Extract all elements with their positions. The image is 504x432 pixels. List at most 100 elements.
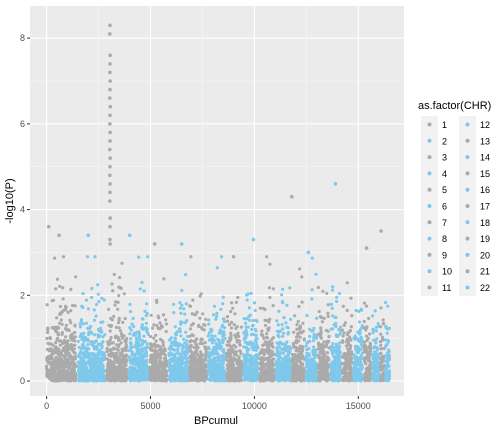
data-point (68, 364, 72, 368)
data-point (116, 307, 120, 311)
data-point (181, 372, 185, 376)
data-point (282, 316, 286, 320)
data-point (85, 373, 89, 377)
data-point (259, 378, 263, 382)
data-point (60, 372, 64, 376)
data-point (326, 311, 330, 315)
data-point (67, 366, 71, 370)
data-point (180, 362, 184, 366)
data-point (207, 331, 211, 335)
data-point (117, 326, 121, 330)
data-point (130, 322, 134, 326)
data-point (121, 336, 125, 340)
data-point (73, 339, 77, 343)
data-point (137, 341, 141, 346)
data-point (90, 364, 94, 369)
data-point (301, 321, 305, 325)
data-point (162, 366, 166, 371)
data-point (86, 343, 90, 347)
data-point (291, 371, 295, 376)
data-point (300, 344, 304, 349)
data-point (337, 292, 342, 296)
data-point (189, 373, 193, 377)
data-point (307, 352, 311, 356)
data-point (122, 369, 126, 373)
data-point (296, 356, 300, 360)
data-point (177, 356, 181, 360)
data-point (77, 365, 81, 370)
data-point (267, 286, 271, 290)
data-point (173, 325, 177, 329)
data-point (60, 357, 64, 361)
data-point (289, 317, 293, 321)
data-point (168, 358, 172, 362)
data-point (308, 334, 312, 339)
data-point (192, 339, 196, 343)
data-point (158, 359, 162, 363)
data-point (91, 368, 95, 372)
data-point (210, 333, 214, 338)
data-point (69, 379, 73, 383)
data-point (73, 304, 77, 308)
data-point (118, 376, 122, 381)
data-point (100, 344, 104, 348)
data-point (210, 372, 214, 376)
data-point (86, 337, 90, 341)
data-point (130, 373, 134, 377)
data-point (118, 354, 123, 358)
data-point (188, 334, 192, 338)
data-point (159, 362, 163, 366)
data-point (45, 364, 49, 368)
data-point (138, 338, 142, 342)
data-point (226, 340, 230, 344)
data-point (77, 373, 81, 377)
data-point (108, 338, 112, 342)
data-point (253, 354, 257, 358)
data-point (95, 302, 99, 307)
data-point (334, 365, 338, 369)
data-point (210, 358, 214, 362)
data-point (149, 353, 153, 357)
data-point (86, 307, 90, 311)
data-point (99, 330, 103, 334)
data-point (279, 375, 283, 379)
data-point (298, 267, 302, 271)
data-point (271, 304, 275, 308)
data-point (72, 336, 76, 341)
data-point (292, 330, 296, 334)
data-point (128, 302, 132, 306)
data-point (221, 302, 225, 306)
data-point (130, 353, 134, 357)
data-point (57, 368, 61, 372)
data-point (310, 297, 314, 301)
data-point (105, 349, 109, 354)
data-point (72, 378, 76, 383)
data-point (250, 327, 254, 332)
data-point (158, 374, 162, 378)
data-point (199, 360, 203, 364)
data-point (198, 341, 202, 346)
data-point (108, 329, 112, 333)
data-point (293, 357, 297, 361)
data-point (92, 374, 96, 378)
data-point (340, 328, 344, 332)
data-point (191, 298, 195, 302)
data-point (300, 350, 304, 354)
data-point (234, 345, 238, 349)
data-point (262, 352, 266, 356)
data-point (258, 306, 262, 310)
data-point (197, 368, 201, 373)
data-point (233, 312, 237, 316)
data-point (308, 327, 312, 331)
data-point (233, 373, 237, 378)
data-point (54, 341, 58, 345)
data-point (287, 378, 291, 382)
data-point (229, 336, 233, 340)
data-point (79, 318, 84, 322)
data-point (345, 281, 349, 285)
data-point (46, 327, 50, 331)
data-point (254, 363, 258, 367)
data-point (245, 330, 249, 334)
data-point (234, 335, 238, 339)
data-point (242, 377, 246, 381)
